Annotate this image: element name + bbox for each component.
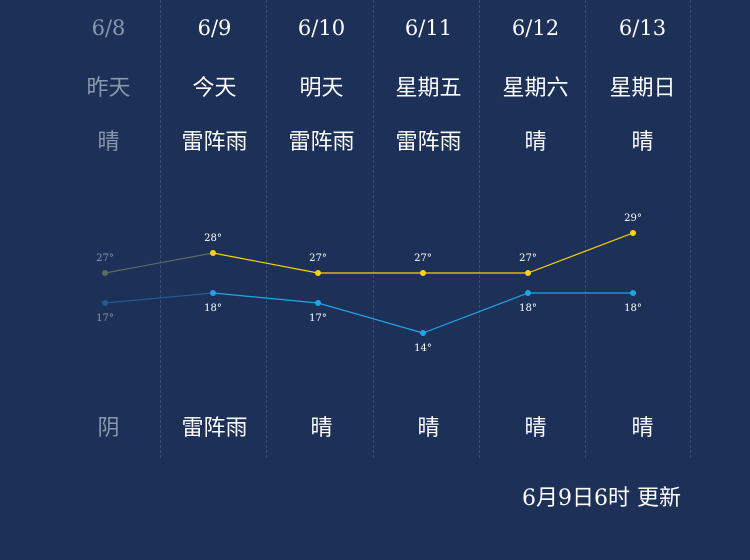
weather-day: 雷阵雨 xyxy=(288,130,355,155)
high-temp-label: 27° xyxy=(309,253,327,264)
column-divider xyxy=(585,0,586,458)
weather-day: 雷阵雨 xyxy=(181,130,248,155)
weather-night: 阴 xyxy=(97,416,120,441)
low-temp-segment xyxy=(212,292,319,304)
low-temp-label: 17° xyxy=(309,313,327,324)
day-column-1: 6/9 今天 雷阵雨 雷阵雨 xyxy=(161,0,268,458)
high-temp-label: 27° xyxy=(414,253,432,264)
low-temp-point xyxy=(525,290,531,296)
day-column-0: 6/8 昨天 晴 阴 xyxy=(55,0,162,458)
weather-day: 晴 xyxy=(631,130,654,155)
low-temp-label: 17° xyxy=(96,313,114,324)
low-temp-segment xyxy=(104,292,214,304)
high-temp-point xyxy=(630,230,636,236)
date-label: 6/9 xyxy=(197,16,232,40)
day-label: 今天 xyxy=(192,76,237,101)
high-temp-point xyxy=(210,250,216,256)
day-column-4: 6/12 星期六 晴 晴 xyxy=(482,0,589,458)
day-label: 星期五 xyxy=(395,76,462,101)
date-label: 6/11 xyxy=(404,16,453,40)
weather-night: 晴 xyxy=(631,416,654,441)
high-temp-segment xyxy=(527,232,634,274)
high-temp-label: 27° xyxy=(519,253,537,264)
day-label: 明天 xyxy=(299,76,344,101)
weather-night: 晴 xyxy=(310,416,333,441)
low-temp-segment xyxy=(317,302,424,334)
low-temp-point xyxy=(315,300,321,306)
temperature-chart: 27° 17° 28° 18° 27° 17° 27° 14° 27° 18° 29° 18° xyxy=(96,213,642,354)
weather-night: 晴 xyxy=(417,416,440,441)
high-temp-point xyxy=(315,270,321,276)
low-temp-point xyxy=(420,330,426,336)
low-temp-label: 14° xyxy=(414,343,432,354)
high-temp-label: 29° xyxy=(624,213,642,224)
high-temp-point xyxy=(525,270,531,276)
low-temp-label: 18° xyxy=(204,303,222,314)
high-temp-point xyxy=(102,270,108,276)
day-column-3: 6/11 星期五 雷阵雨 晴 xyxy=(375,0,482,458)
date-label: 6/10 xyxy=(297,16,346,40)
day-label: 星期六 xyxy=(502,76,569,101)
column-divider xyxy=(479,0,480,458)
date-label: 6/8 xyxy=(91,16,126,40)
update-time: 6月9日6时 更新 xyxy=(522,486,681,511)
weather-night: 雷阵雨 xyxy=(181,416,248,441)
day-column-2: 6/10 明天 雷阵雨 晴 xyxy=(268,0,375,458)
column-divider xyxy=(266,0,267,458)
low-temp-label: 18° xyxy=(624,303,642,314)
day-column-5: 6/13 星期日 晴 晴 xyxy=(589,0,696,458)
weather-day: 晴 xyxy=(524,130,547,155)
low-temp-point xyxy=(630,290,636,296)
high-temp-label: 27° xyxy=(96,253,114,264)
high-temp-point xyxy=(420,270,426,276)
column-divider xyxy=(160,0,161,458)
weather-day: 雷阵雨 xyxy=(395,130,462,155)
high-temp-label: 28° xyxy=(204,233,222,244)
weather-night: 晴 xyxy=(524,416,547,441)
low-temp-segment xyxy=(422,292,529,334)
date-label: 6/12 xyxy=(511,16,560,40)
low-temp-point xyxy=(102,300,108,306)
day-label: 星期日 xyxy=(609,76,676,101)
column-divider xyxy=(373,0,374,458)
column-divider xyxy=(690,0,691,458)
date-label: 6/13 xyxy=(618,16,667,40)
high-temp-segment xyxy=(212,252,319,274)
weather-day: 晴 xyxy=(97,130,120,155)
high-temp-segment xyxy=(104,252,214,274)
low-temp-point xyxy=(210,290,216,296)
day-label: 昨天 xyxy=(86,76,131,101)
low-temp-label: 18° xyxy=(519,303,537,314)
